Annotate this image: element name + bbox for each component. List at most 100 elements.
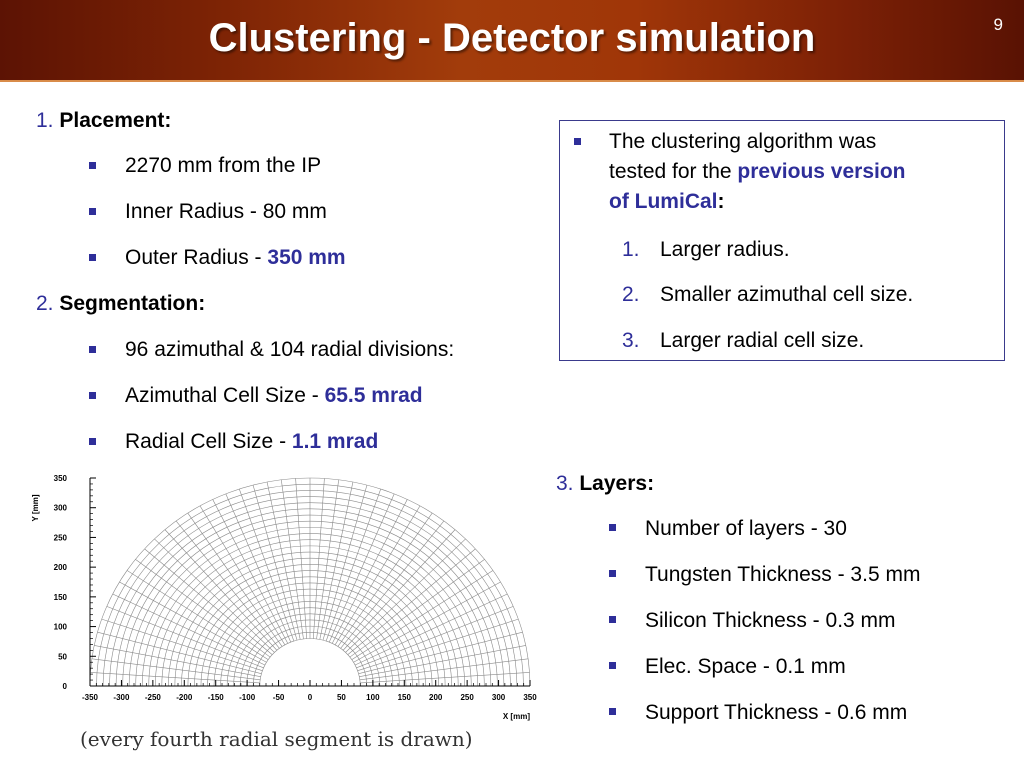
plot-ticks: -350 -300 -250 -200 -150 -100 -50 0 50 100 150 200 2… <box>54 474 538 702</box>
azimuthal-spoke <box>90 672 260 684</box>
placement-heading: 1. Placement: <box>36 108 171 134</box>
box-line-2-text: tested for the <box>609 160 738 183</box>
azimuthal-spoke <box>354 593 508 666</box>
bullet-icon <box>609 616 616 623</box>
y-tick-label: 350 <box>54 474 68 483</box>
azimuthal-spoke <box>119 581 267 663</box>
azimuthal-size-value: 65.5 mrad <box>324 384 423 407</box>
box-item: Smaller azimuthal cell size. <box>660 283 914 306</box>
outer-radius-label: Outer Radius - <box>125 246 268 269</box>
azimuthal-spoke <box>175 520 280 649</box>
lumical-note-box <box>559 120 1005 361</box>
x-axis-label: X [mm] <box>503 712 530 721</box>
bullet-icon <box>609 662 616 669</box>
azimuthal-spoke <box>94 645 261 678</box>
azimuthal-spoke <box>280 479 304 639</box>
y-axis-label: Y [mm] <box>31 494 40 521</box>
box-line-3: of LumiCal: <box>609 189 725 215</box>
azimuthal-spoke <box>337 512 433 647</box>
placement-inner-radius: Inner Radius - 80 mm <box>125 200 327 223</box>
x-tick-label: -200 <box>176 693 193 702</box>
placement-outer-radius: Outer Radius - 350 mm <box>125 245 346 271</box>
azimuthal-spoke <box>319 481 354 640</box>
segmentation-heading: 2. Segmentation: <box>36 291 205 317</box>
radial-size-label: Radial Cell Size - <box>125 430 292 453</box>
azimuthal-spoke <box>316 479 340 639</box>
layer-item: Tungsten Thickness - 3.5 mm <box>645 563 921 586</box>
layer-item: Elec. Space - 0.1 mm <box>645 655 846 678</box>
azimuthal-spoke <box>322 485 368 641</box>
segmentation-title: Segmentation: <box>59 292 206 315</box>
radial-arc <box>252 632 368 687</box>
layers-heading: 3. Layers: <box>556 471 654 497</box>
placement-number: 1. <box>36 109 54 132</box>
layer-item: Support Thickness - 0.6 mm <box>645 701 908 724</box>
bullet-icon <box>89 254 96 261</box>
segmentation-azimuthal-size: Azimuthal Cell Size - 65.5 mrad <box>125 383 423 409</box>
bullet-icon <box>609 708 616 715</box>
azimuthal-spoke <box>225 493 292 643</box>
segmentation-number: 2. <box>36 292 54 315</box>
x-tick-label: 250 <box>460 693 474 702</box>
azimuthal-spoke <box>340 520 445 649</box>
segmentation-grid <box>89 477 531 687</box>
azimuthal-spoke <box>295 478 308 639</box>
x-tick-label: -100 <box>239 693 256 702</box>
azimuthal-spoke <box>154 538 275 653</box>
box-item-number: 2. <box>622 283 640 306</box>
box-line-2: tested for the previous version <box>609 159 905 185</box>
bullet-icon <box>89 392 96 399</box>
y-tick-label: 50 <box>58 652 67 661</box>
box-line-1: The clustering algorithm was <box>609 130 877 153</box>
bullet-icon <box>609 524 616 531</box>
azimuthal-spoke <box>351 570 494 660</box>
bullet-icon <box>89 346 96 353</box>
x-tick-label: -350 <box>82 693 99 702</box>
box-item: Larger radial cell size. <box>660 329 865 352</box>
y-tick-label: 300 <box>54 504 68 513</box>
y-tick-label: 200 <box>54 563 68 572</box>
azimuthal-spoke <box>325 488 381 642</box>
slide-number: 9 <box>993 15 1003 34</box>
azimuthal-spoke <box>135 559 271 658</box>
x-tick-label: 0 <box>308 693 313 702</box>
azimuthal-spoke <box>345 538 466 653</box>
azimuthal-spoke <box>199 505 286 645</box>
azimuthal-size-label: Azimuthal Cell Size - <box>125 384 325 407</box>
azimuthal-spoke <box>252 485 298 641</box>
segmentation-divisions: 96 azimuthal & 104 radial divisions: <box>125 338 455 361</box>
bullet-icon <box>574 138 581 145</box>
azimuthal-spoke <box>112 593 266 666</box>
radial-arc <box>259 638 361 687</box>
azimuthal-spoke <box>97 631 262 674</box>
title-bar: Clustering - Detector simulation 9 <box>0 0 1024 82</box>
azimuthal-spoke <box>331 499 408 644</box>
x-tick-label: 150 <box>398 693 412 702</box>
azimuthal-spoke <box>353 581 501 663</box>
azimuthal-spoke <box>239 488 295 642</box>
x-tick-label: 300 <box>492 693 506 702</box>
bullet-icon <box>609 570 616 577</box>
layers-title: Layers: <box>579 472 655 495</box>
azimuthal-spoke <box>359 658 529 681</box>
azimuthal-spoke <box>360 672 530 684</box>
placement-distance: 2270 mm from the IP <box>125 154 322 177</box>
y-tick-label: 0 <box>63 682 68 691</box>
x-tick-label: -300 <box>113 693 130 702</box>
azimuthal-spoke <box>101 618 263 672</box>
y-tick-label: 100 <box>54 623 68 632</box>
segmentation-plot: -350 -300 -250 -200 -150 -100 -50 0 50 100 150 200 2… <box>31 474 538 721</box>
azimuthal-spoke <box>359 645 526 678</box>
box-item-number: 1. <box>622 238 640 261</box>
x-tick-label: 100 <box>366 693 380 702</box>
y-tick-label: 150 <box>54 593 68 602</box>
azimuthal-spoke <box>347 548 476 655</box>
x-tick-label: 200 <box>429 693 443 702</box>
azimuthal-spoke <box>91 658 261 681</box>
layer-item: Silicon Thickness - 0.3 mm <box>645 609 896 632</box>
plot-caption: (every fourth radial segment is drawn) <box>80 727 473 751</box>
x-tick-label: 50 <box>337 693 346 702</box>
azimuthal-spoke <box>144 548 273 655</box>
slide-title: Clustering - Detector simulation <box>208 16 816 60</box>
box-item-number: 3. <box>622 329 640 352</box>
